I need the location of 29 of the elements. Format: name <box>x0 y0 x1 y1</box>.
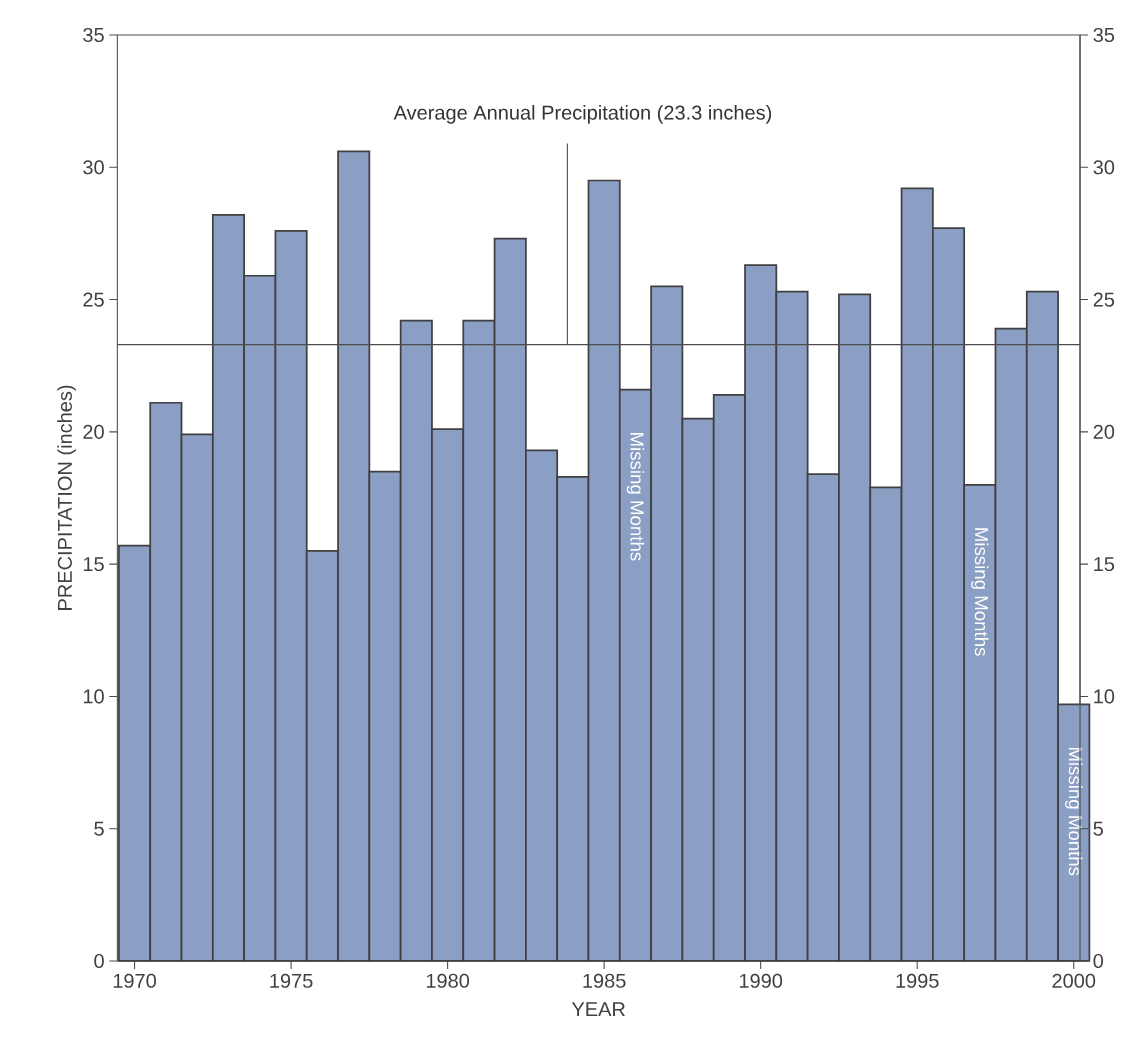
x-tick-label: 1995 <box>896 973 939 988</box>
y-tick-label: 30 <box>83 160 104 175</box>
x-tick-label: 1980 <box>426 973 470 988</box>
y2-tick-label: 5 <box>1093 821 1103 836</box>
y2-tick-label: 0 <box>1093 953 1104 969</box>
x-tick-label: 1975 <box>270 973 313 988</box>
y-tick-label: 10 <box>83 689 104 704</box>
y-tick-label: 5 <box>94 821 104 836</box>
y2-tick-label: 35 <box>1093 27 1115 43</box>
y-tick-label: 20 <box>83 424 104 439</box>
x-tick-label: 2000 <box>1052 973 1096 988</box>
annotation: Missing Months <box>971 528 989 656</box>
ref-line-label: Average Annual Precipitation (23.3 inches) <box>393 105 772 124</box>
annotation: Missing Months <box>626 433 645 561</box>
x-tick-label: 1985 <box>583 973 626 988</box>
x-tick-label: 1970 <box>113 973 156 988</box>
x-tick-label: 1990 <box>739 973 783 988</box>
x-axis-title: YEAR <box>571 1002 625 1017</box>
y-tick-label: 15 <box>83 557 104 572</box>
annotation: Missing Months <box>1065 747 1083 876</box>
y-tick-label: 35 <box>83 27 104 43</box>
y-tick-label: 25 <box>83 292 104 307</box>
y2-tick-label: 30 <box>1093 160 1115 175</box>
y2-tick-label: 10 <box>1094 689 1115 704</box>
y2-tick-label: 20 <box>1093 424 1115 439</box>
y2-tick-label: 15 <box>1094 557 1115 572</box>
y-tick-label: 0 <box>94 953 104 969</box>
y2-tick-label: 25 <box>1093 292 1115 307</box>
y-axis-title: PRECIPITATION (inches) <box>57 385 76 610</box>
